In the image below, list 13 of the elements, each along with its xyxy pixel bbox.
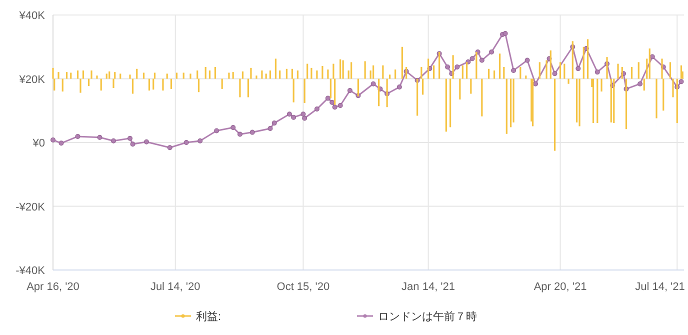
y-tick-label: -¥20K [16,201,46,214]
x-tick-label: Jan 14, '21 [402,281,456,293]
legend-label: ロンドンは午前７時 [378,310,477,323]
x-tick-label: Apr 20, '21 [534,281,587,293]
x-tick-label: Oct 15, '20 [276,281,330,293]
x-tick-label: Jul 14, '20 [150,281,200,293]
y-tick-label: -¥40K [16,265,46,277]
x-tick-label: Apr 16, '20 [26,281,80,293]
y-tick-label: ¥20K [18,74,46,86]
x-tick-label: Jul 14, '21 [635,281,685,293]
legend-label: 利益: [196,310,222,323]
y-tick-label: ¥40K [18,10,46,22]
y-tick-label: ¥0 [32,138,45,150]
